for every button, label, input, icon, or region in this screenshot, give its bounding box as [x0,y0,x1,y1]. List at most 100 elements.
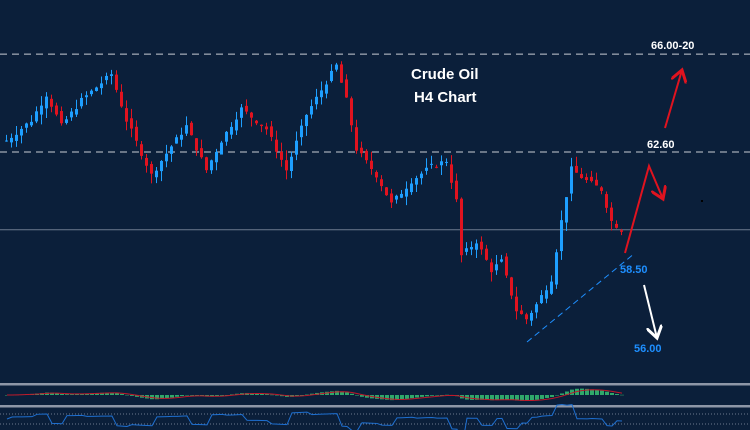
candle-body [170,146,173,154]
candle-body [410,183,413,193]
support-trendline [526,252,636,343]
macd-histogram-bar [530,395,534,401]
candle-body [445,161,448,163]
macd-histogram-bar [120,393,124,395]
macd-histogram-bar [615,394,619,395]
macd-histogram-bar [310,393,314,395]
candle-body [25,123,28,128]
macd-histogram-bar [5,395,9,396]
chart-title: Crude Oil [411,66,479,83]
candle-body [520,310,523,315]
panel-separator [0,383,750,386]
macd-histogram-bar [300,395,304,396]
candle-body [225,131,228,142]
candle-body [390,193,393,203]
candle-body [155,170,158,178]
candle-body [330,70,333,81]
candle-body [140,144,143,156]
candle-body [420,173,423,179]
macd-histogram-bar [355,395,359,396]
candle-body [335,64,338,70]
candle-body [230,126,233,135]
candle-body [380,179,383,187]
macd-histogram-bar [160,395,164,399]
candle-body [260,124,263,127]
macd-histogram-bar [500,395,504,400]
candle-body [385,187,388,196]
macd-histogram-bar [565,391,569,395]
candle-body [270,126,273,137]
candle-body [20,128,23,136]
candle-body [185,125,188,134]
level-label-58-50: 58.50 [620,264,648,276]
macd-histogram-bar [505,395,509,400]
macd-histogram-bar [130,395,134,396]
macd-histogram-bar [70,394,74,395]
candle-body [55,105,58,115]
macd-histogram-bar [400,395,404,400]
candle-body [310,106,313,115]
candle-body [100,83,103,89]
macd-histogram-bar [440,395,444,396]
candle-body [340,64,343,83]
candle-body [600,187,603,191]
macd-histogram-bar [555,395,559,396]
candle-body [35,111,38,122]
candle-body [415,178,418,185]
candle-body [610,207,613,221]
macd-histogram-bar [480,395,484,400]
macd-histogram-bar [430,395,434,396]
macd-histogram-bar [125,394,129,396]
macd-histogram-bar [60,393,64,395]
candle-body [440,161,443,166]
candle-body [245,105,248,112]
macd-histogram-bar [330,391,334,395]
candle-body [565,197,568,223]
macd-histogram-bar [590,389,594,395]
candle-body [425,167,428,171]
candle-body [560,220,563,252]
candle-body [530,312,533,321]
macd-histogram-bar [410,395,414,399]
macd-histogram-bar [80,393,84,395]
macd-histogram-bar [110,392,114,395]
candle-body [110,74,113,76]
bullish-extension-arrow [664,70,682,129]
level-lines [0,53,750,231]
candle-body [480,241,483,250]
indicator-panels [0,383,750,430]
candle-body [350,98,353,126]
candle-body [590,176,593,182]
macd-histogram-bar [435,395,439,396]
candle-body [305,114,308,127]
candle-body [70,111,73,118]
macd-histogram-bar [360,395,364,397]
macd-histogram-bar [185,395,189,396]
macd-histogram-bar [195,395,199,396]
macd-histogram-bar [150,395,154,400]
macd-histogram-bar [90,393,94,395]
macd-histogram-bar [520,395,524,401]
level-label-66: 66.00-20 [651,40,695,52]
candle-body [485,248,488,260]
candle-body [15,134,18,141]
candle-body [320,90,323,98]
candle-body [5,140,8,142]
candle-body [75,109,78,115]
candle-body [215,151,218,163]
candle-body [495,264,498,271]
macd-histogram-bar [115,392,119,395]
candle-body [135,126,138,141]
candle-body [405,188,408,197]
macd-histogram-bar [105,392,109,395]
candle-body [105,75,108,81]
candle-body [605,194,608,208]
candle-body [575,165,578,173]
macd-histogram-bar [65,394,69,395]
candle-body [165,153,168,162]
bullish-scenario-arrow [624,162,663,254]
candle-body [450,164,453,183]
macd-histogram-bar [515,395,519,401]
